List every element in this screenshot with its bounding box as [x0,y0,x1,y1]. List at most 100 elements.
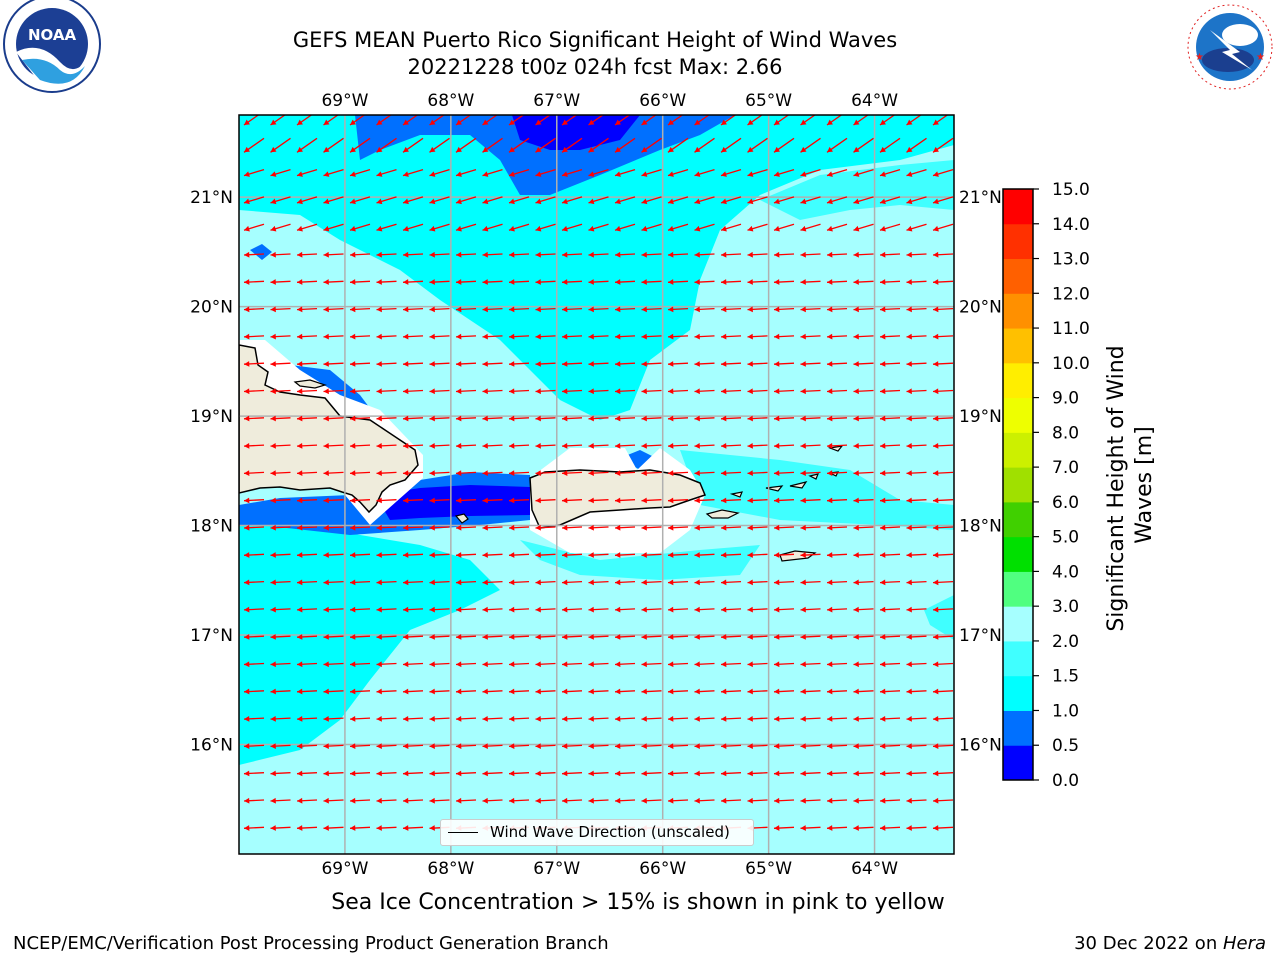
lon-label-top: 69°W [321,91,368,111]
wind-wave-arrow [455,524,477,531]
wind-wave-arrow [800,825,821,831]
lon-label-bottom: 65°W [745,859,792,879]
wind-wave-arrow [641,333,662,340]
wind-wave-arrow [482,361,503,367]
wind-wave-arrow [879,770,901,777]
wind-wave-arrow [800,168,821,177]
wind-wave-arrow [932,797,954,804]
wind-wave-arrow [429,470,450,477]
wind-wave-arrow [376,115,392,126]
wind-wave-arrow [429,743,450,750]
wind-wave-arrow [482,251,503,258]
wind-wave-arrow [773,470,795,477]
wind-wave-arrow [323,825,344,831]
wind-wave-arrow [720,797,742,804]
wind-wave-arrow [376,223,397,232]
wind-wave-arrow [906,470,927,477]
wind-wave-arrow [508,552,530,558]
wind-wave-arrow [455,743,477,750]
wind-wave-arrow [323,361,344,367]
wind-wave-arrow [243,497,265,504]
wind-wave-arrow [349,333,371,340]
colorbar-tick-label: 10.0 [1052,354,1090,374]
wind-wave-arrow [720,661,742,668]
wind-wave-arrow [641,634,662,640]
wind-wave-arrow [376,606,397,613]
wind-wave-arrow [402,688,424,695]
wind-wave-arrow [614,688,636,695]
wind-wave-arrow [402,137,424,153]
colorbar-segment [1003,467,1033,503]
legend-label: Wind Wave Direction (unscaled) [490,823,730,841]
wind-wave-arrow [641,388,662,395]
wind-wave-arrow [588,470,609,477]
wind-wave-arrow [508,524,530,531]
wind-wave-arrow [853,634,874,640]
lon-label-bottom: 66°W [639,859,686,879]
wind-wave-arrow [323,715,344,722]
wave-band-cyan-se [924,595,954,640]
wind-wave-arrow [747,115,763,126]
wind-wave-arrow [747,333,768,340]
wind-wave-arrow [667,770,689,777]
wind-wave-arrow [535,223,556,232]
wind-wave-arrow [376,715,397,722]
wind-wave-arrow [535,168,556,177]
wind-wave-arrow [747,279,768,285]
wind-wave-arrow [535,388,556,395]
wind-wave-arrow [402,634,424,640]
wind-wave-arrow [508,442,530,449]
wind-wave-arrow [773,196,795,205]
wind-wave-arrow [270,168,291,177]
wind-wave-arrow [561,797,583,804]
wind-wave-arrow [349,168,371,177]
wind-wave-arrow [296,797,318,804]
wind-wave-arrow [588,388,609,395]
wind-wave-arrow [641,661,662,668]
wind-wave-arrow [535,715,556,722]
wind-wave-arrow [243,115,260,126]
colorbar-segment [1003,606,1033,642]
colorbar-tick-label: 6.0 [1052,493,1079,513]
wind-wave-arrow [323,524,344,531]
wind-wave-arrow [455,579,477,586]
colorbar-frame [1002,188,1034,781]
lat-label-right: 20°N [959,298,1002,318]
wind-wave-arrow [853,825,874,831]
wind-wave-arrow [853,415,874,422]
wind-wave-arrow [270,524,291,531]
wind-wave-arrow [270,196,291,205]
wind-wave-arrow [906,251,927,258]
wind-wave-arrow [270,388,291,395]
wind-wave-arrow [932,606,954,613]
wind-wave-arrow [429,251,450,258]
colorbar-tick-label: 0.5 [1052,736,1079,756]
wind-wave-arrow [747,579,768,586]
wind-wave-arrow [296,552,318,558]
wind-wave-arrow [773,524,795,531]
wind-wave-arrow [429,579,450,586]
wind-wave-arrow [482,715,503,722]
wind-wave-arrow [243,579,265,586]
wind-wave-arrow [508,306,530,313]
wind-wave-arrow [402,743,424,750]
wind-wave-arrow [826,333,848,340]
wind-wave-arrow [535,361,556,367]
wind-wave-arrow [720,415,742,422]
wind-wave-arrow [270,825,291,831]
wind-wave-arrow [641,196,662,205]
wave-height-field [239,115,954,854]
wind-wave-arrow [747,688,768,695]
wind-wave-arrow [588,115,604,126]
wave-band-cyan-south [239,520,500,765]
wind-wave-arrow [667,634,689,640]
colorbar-segment [1003,223,1033,260]
map-frame [238,114,955,855]
wind-wave-arrow [376,415,397,422]
wind-wave-arrow [296,688,318,695]
wind-wave-arrow [323,388,344,395]
colorbar-segment [1003,675,1033,711]
wind-wave-arrow [535,196,556,205]
wind-wave-arrow [455,137,477,153]
wind-wave-arrow [826,415,848,422]
